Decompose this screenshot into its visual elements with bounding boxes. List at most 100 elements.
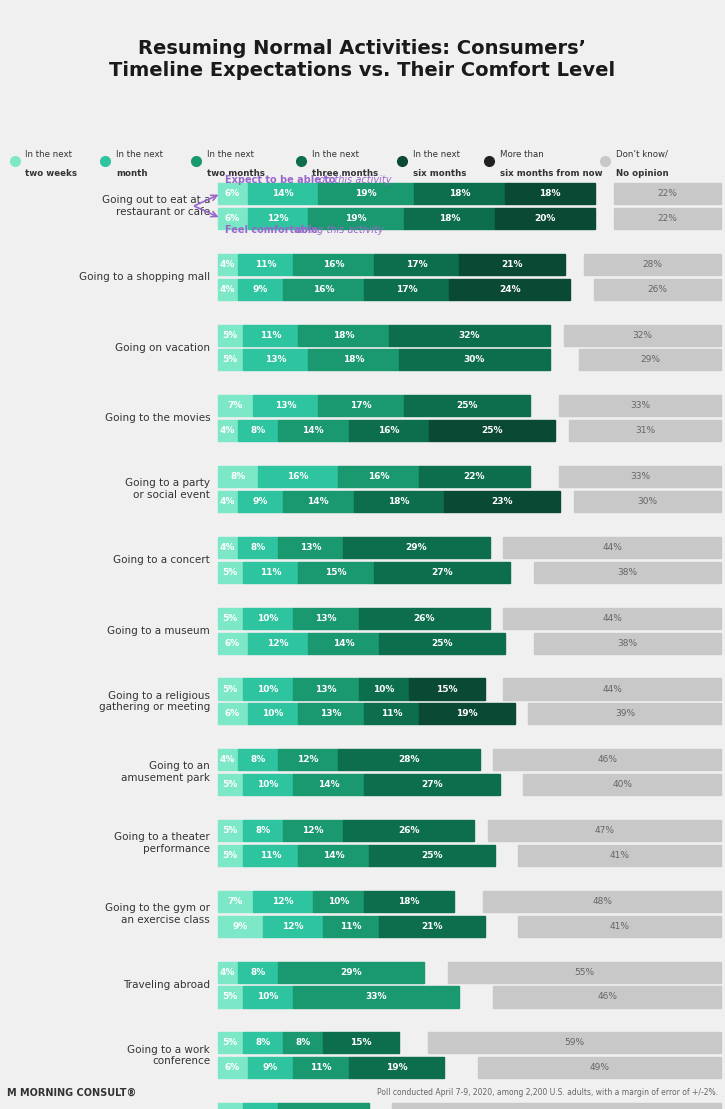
Bar xyxy=(243,562,298,583)
Text: 25%: 25% xyxy=(456,401,478,410)
Bar xyxy=(218,703,248,724)
Text: 21%: 21% xyxy=(421,922,442,930)
Text: Going to a party
or social event: Going to a party or social event xyxy=(125,478,210,500)
Text: 12%: 12% xyxy=(268,214,289,223)
Bar xyxy=(364,278,450,299)
Text: Going to a museum: Going to a museum xyxy=(107,625,210,635)
Text: 11%: 11% xyxy=(260,851,281,859)
Text: 4%: 4% xyxy=(220,260,236,268)
Bar xyxy=(339,750,479,771)
Text: 44%: 44% xyxy=(602,684,622,693)
Bar xyxy=(243,608,293,629)
Bar xyxy=(373,562,510,583)
Text: 10%: 10% xyxy=(257,684,278,693)
Text: 14%: 14% xyxy=(333,639,355,648)
Text: two months: two months xyxy=(207,169,265,177)
Bar xyxy=(218,750,238,771)
Text: 33%: 33% xyxy=(630,401,650,410)
Text: In the next: In the next xyxy=(116,150,163,159)
Text: six months: six months xyxy=(413,169,467,177)
Bar xyxy=(614,207,721,228)
Bar xyxy=(218,820,243,841)
Text: 19%: 19% xyxy=(345,214,367,223)
Text: 16%: 16% xyxy=(378,426,399,435)
Text: 18%: 18% xyxy=(539,189,561,199)
Text: 22%: 22% xyxy=(658,214,678,223)
Bar xyxy=(349,1057,444,1078)
Bar xyxy=(218,278,238,299)
Bar xyxy=(503,608,721,629)
Bar xyxy=(218,1032,243,1054)
Bar xyxy=(448,962,721,983)
Text: No opinion: No opinion xyxy=(616,169,669,177)
Text: 6%: 6% xyxy=(225,214,240,223)
Text: 8%: 8% xyxy=(296,1038,311,1047)
Bar xyxy=(429,420,555,441)
Bar xyxy=(518,916,721,937)
Text: 18%: 18% xyxy=(343,356,364,365)
Text: 19%: 19% xyxy=(456,710,478,719)
Bar xyxy=(293,986,460,1007)
Text: 8%: 8% xyxy=(255,826,270,835)
Bar xyxy=(238,254,293,275)
Text: Don’t know/: Don’t know/ xyxy=(616,150,668,159)
Text: 11%: 11% xyxy=(260,330,281,339)
Text: 55%: 55% xyxy=(574,968,594,977)
Text: 10%: 10% xyxy=(262,710,283,719)
Bar xyxy=(248,703,298,724)
Text: 11%: 11% xyxy=(381,710,402,719)
Text: 15%: 15% xyxy=(436,684,457,693)
Bar xyxy=(529,703,721,724)
Text: 13%: 13% xyxy=(300,543,321,552)
Bar xyxy=(243,1032,283,1054)
Bar xyxy=(298,703,364,724)
Bar xyxy=(419,466,530,487)
Bar xyxy=(218,986,243,1007)
Bar xyxy=(493,750,721,771)
Bar xyxy=(308,349,399,370)
Text: 5%: 5% xyxy=(223,684,238,693)
Bar xyxy=(559,466,721,487)
Text: 8%: 8% xyxy=(250,543,265,552)
Bar xyxy=(503,679,721,700)
Text: 25%: 25% xyxy=(421,851,442,859)
Text: 22%: 22% xyxy=(658,189,678,199)
Text: 28%: 28% xyxy=(642,260,663,268)
Text: In the next: In the next xyxy=(312,150,359,159)
Text: 13%: 13% xyxy=(320,710,341,719)
Text: 10%: 10% xyxy=(257,993,278,1001)
Bar xyxy=(293,774,364,795)
Text: 41%: 41% xyxy=(610,851,630,859)
Text: M MORNING CONSULT®: M MORNING CONSULT® xyxy=(7,1087,136,1098)
Bar xyxy=(278,750,339,771)
Text: 6%: 6% xyxy=(225,189,240,199)
Text: In the next: In the next xyxy=(25,150,72,159)
Text: 26%: 26% xyxy=(413,613,435,623)
Bar xyxy=(323,916,378,937)
Bar xyxy=(243,820,283,841)
Text: 8%: 8% xyxy=(255,1038,270,1047)
Text: 6%: 6% xyxy=(225,639,240,648)
Text: 4%: 4% xyxy=(220,543,236,552)
Bar xyxy=(253,891,313,912)
Bar xyxy=(373,254,460,275)
Bar xyxy=(218,962,238,983)
Text: 11%: 11% xyxy=(310,1064,331,1072)
Bar xyxy=(308,207,404,228)
Bar xyxy=(218,632,248,653)
Text: 40%: 40% xyxy=(613,780,632,790)
Text: Expect to be able to: Expect to be able to xyxy=(225,175,339,185)
Bar xyxy=(293,1057,349,1078)
Text: 29%: 29% xyxy=(340,968,362,977)
Text: 47%: 47% xyxy=(594,826,615,835)
Text: 5%: 5% xyxy=(223,851,238,859)
Text: 4%: 4% xyxy=(220,497,236,506)
Text: 5%: 5% xyxy=(223,1038,238,1047)
Text: 28%: 28% xyxy=(398,755,420,764)
Text: 39%: 39% xyxy=(615,710,635,719)
Text: 17%: 17% xyxy=(350,401,372,410)
Bar xyxy=(248,1057,293,1078)
Text: 5%: 5% xyxy=(223,330,238,339)
Bar xyxy=(218,891,253,912)
Bar xyxy=(283,278,364,299)
